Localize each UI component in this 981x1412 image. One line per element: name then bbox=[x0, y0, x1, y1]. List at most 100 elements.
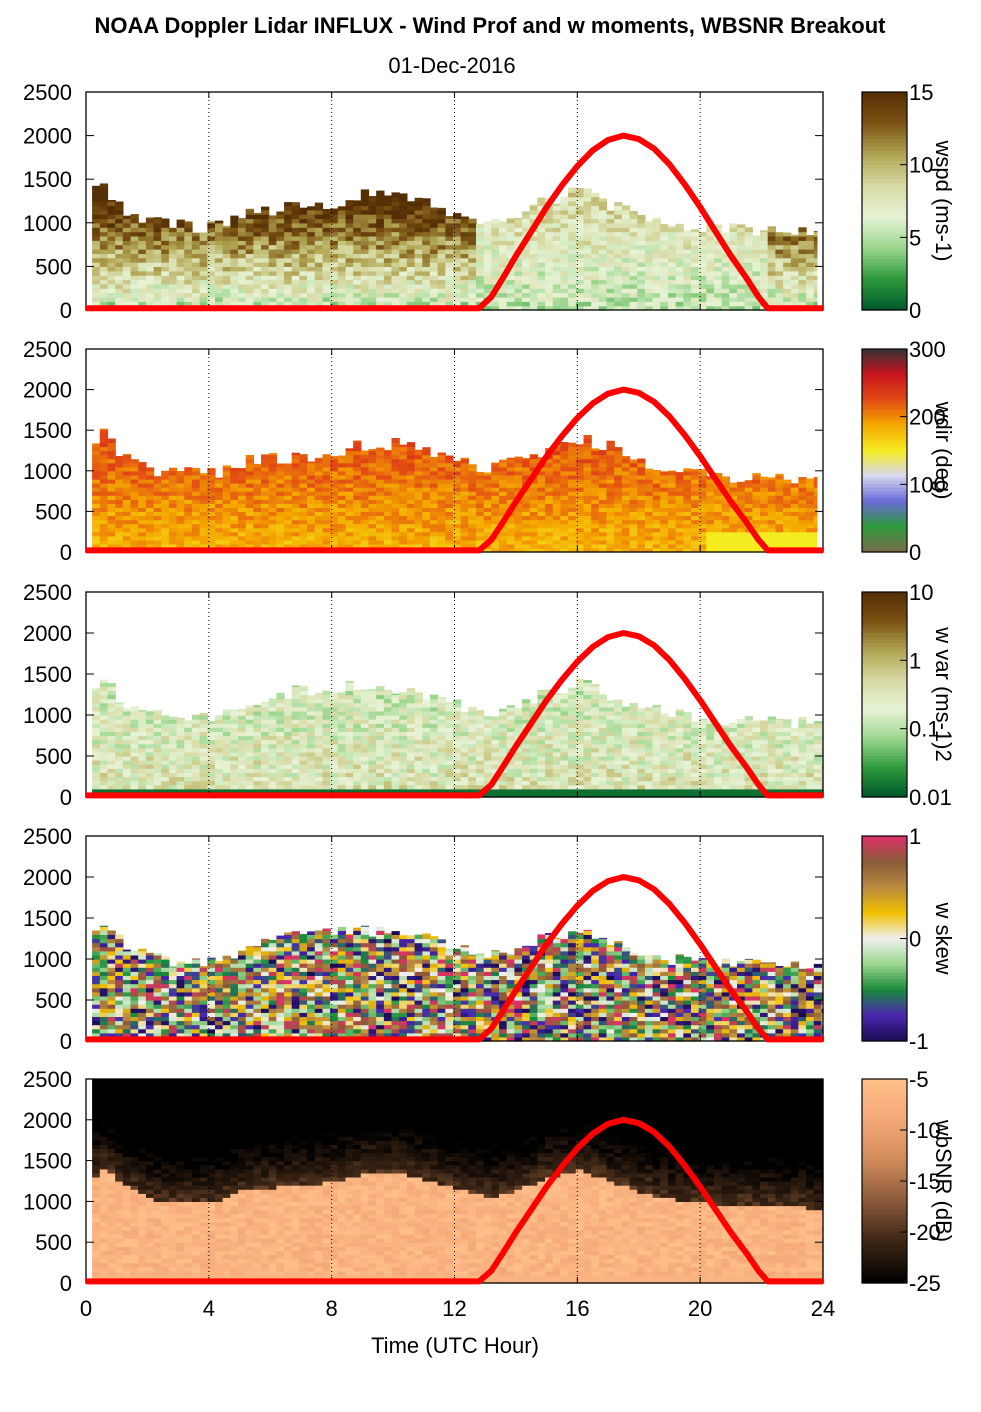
heatmap-cell bbox=[322, 527, 331, 533]
heatmap-cell bbox=[614, 214, 623, 220]
heatmap-cell bbox=[345, 483, 354, 488]
colorbar-segment bbox=[862, 474, 907, 479]
heatmap-cell bbox=[691, 296, 700, 302]
heatmap-cell bbox=[614, 503, 623, 508]
heatmap-cell bbox=[744, 507, 753, 512]
heatmap-cell bbox=[683, 543, 692, 549]
heatmap-cell bbox=[268, 495, 277, 500]
heatmap-cell bbox=[268, 253, 277, 259]
heatmap-cell bbox=[130, 235, 139, 241]
colorbar-tick-label: 300 bbox=[909, 337, 946, 362]
heatmap-cell bbox=[660, 511, 669, 517]
heatmap-cell bbox=[153, 780, 162, 786]
heatmap-cell bbox=[406, 257, 416, 263]
heatmap-cell bbox=[476, 539, 485, 545]
heatmap-cell bbox=[537, 470, 546, 476]
heatmap-cell bbox=[729, 543, 738, 549]
heatmap-cell bbox=[652, 487, 661, 492]
heatmap-cell bbox=[644, 222, 654, 228]
colorbar-segment bbox=[862, 423, 907, 428]
heatmap-cell bbox=[337, 206, 347, 211]
heatmap-cell bbox=[552, 535, 562, 541]
heatmap-cell bbox=[406, 244, 416, 250]
heatmap-cell bbox=[360, 279, 370, 285]
heatmap-cell bbox=[614, 231, 623, 237]
heatmap-cell bbox=[268, 503, 277, 508]
heatmap-cell bbox=[460, 503, 469, 508]
heatmap-cell bbox=[514, 483, 523, 488]
heatmap-cell bbox=[698, 257, 707, 263]
heatmap-cell bbox=[122, 227, 132, 233]
heatmap-cell bbox=[145, 523, 155, 529]
heatmap-cell bbox=[276, 507, 285, 512]
heatmap-cell bbox=[153, 527, 162, 533]
heatmap-cell bbox=[314, 503, 324, 508]
heatmap-cell bbox=[414, 499, 423, 504]
heatmap-cell bbox=[537, 527, 546, 533]
heatmap-cell bbox=[775, 232, 784, 237]
heatmap-cell bbox=[460, 523, 469, 529]
heatmap-cell bbox=[337, 495, 347, 500]
heatmap-cell bbox=[422, 288, 431, 294]
heatmap-cell bbox=[138, 731, 147, 737]
heatmap-cell bbox=[191, 491, 201, 496]
heatmap-cell bbox=[806, 270, 815, 276]
heatmap-cell bbox=[92, 727, 101, 732]
heatmap-cell bbox=[307, 206, 316, 211]
heatmap-cell bbox=[107, 446, 116, 452]
heatmap-cell bbox=[806, 499, 815, 504]
heatmap-cell bbox=[460, 539, 469, 545]
heatmap-cell bbox=[529, 519, 538, 525]
heatmap-cell bbox=[122, 296, 132, 302]
heatmap-cell bbox=[145, 240, 155, 246]
heatmap-cell bbox=[222, 727, 231, 732]
heatmap-cell bbox=[506, 227, 515, 233]
heatmap-cell bbox=[230, 539, 239, 545]
heatmap-cell bbox=[499, 262, 508, 267]
heatmap-cell bbox=[199, 474, 208, 480]
heatmap-cell bbox=[522, 244, 531, 250]
heatmap-cell bbox=[360, 205, 370, 211]
heatmap-cell bbox=[168, 231, 178, 237]
heatmap-cell bbox=[621, 222, 631, 228]
heatmap-cell bbox=[476, 253, 485, 259]
heatmap-cell bbox=[337, 539, 347, 545]
heatmap-cell bbox=[691, 543, 700, 549]
heatmap-cell bbox=[644, 262, 654, 267]
heatmap-cell bbox=[429, 478, 439, 484]
heatmap-cell bbox=[391, 466, 400, 472]
heatmap-cell bbox=[399, 495, 408, 500]
heatmap-cell bbox=[698, 495, 707, 500]
heatmap-cell bbox=[744, 491, 753, 496]
heatmap-cell bbox=[115, 462, 124, 468]
heatmap-cell bbox=[276, 244, 285, 250]
heatmap-cell bbox=[437, 474, 446, 480]
heatmap-cell bbox=[583, 222, 592, 228]
heatmap-cell bbox=[591, 279, 600, 285]
heatmap-cell bbox=[368, 478, 377, 484]
heatmap-cell bbox=[153, 499, 162, 504]
heatmap-cell bbox=[629, 507, 638, 512]
colorbar-segment bbox=[862, 470, 907, 475]
heatmap-cell bbox=[322, 483, 331, 488]
heatmap-cell bbox=[545, 249, 554, 254]
heatmap-cell bbox=[253, 218, 262, 224]
heatmap-cell bbox=[683, 527, 692, 533]
heatmap-cell bbox=[660, 543, 669, 549]
heatmap-cell bbox=[468, 283, 477, 289]
heatmap-cell bbox=[253, 279, 262, 285]
heatmap-cell bbox=[621, 462, 631, 468]
heatmap-cell bbox=[207, 301, 216, 307]
heatmap-cell bbox=[299, 470, 308, 476]
heatmap-cell bbox=[606, 231, 615, 237]
heatmap-cell bbox=[145, 760, 155, 765]
heatmap-cell bbox=[652, 288, 661, 294]
heatmap-cell bbox=[552, 446, 562, 452]
heatmap-cell bbox=[99, 434, 109, 439]
heatmap-cell bbox=[775, 244, 784, 250]
heatmap-cell bbox=[552, 292, 562, 298]
heatmap-cell bbox=[353, 218, 362, 224]
heatmap-cell bbox=[783, 499, 792, 504]
heatmap-cell bbox=[168, 511, 178, 517]
